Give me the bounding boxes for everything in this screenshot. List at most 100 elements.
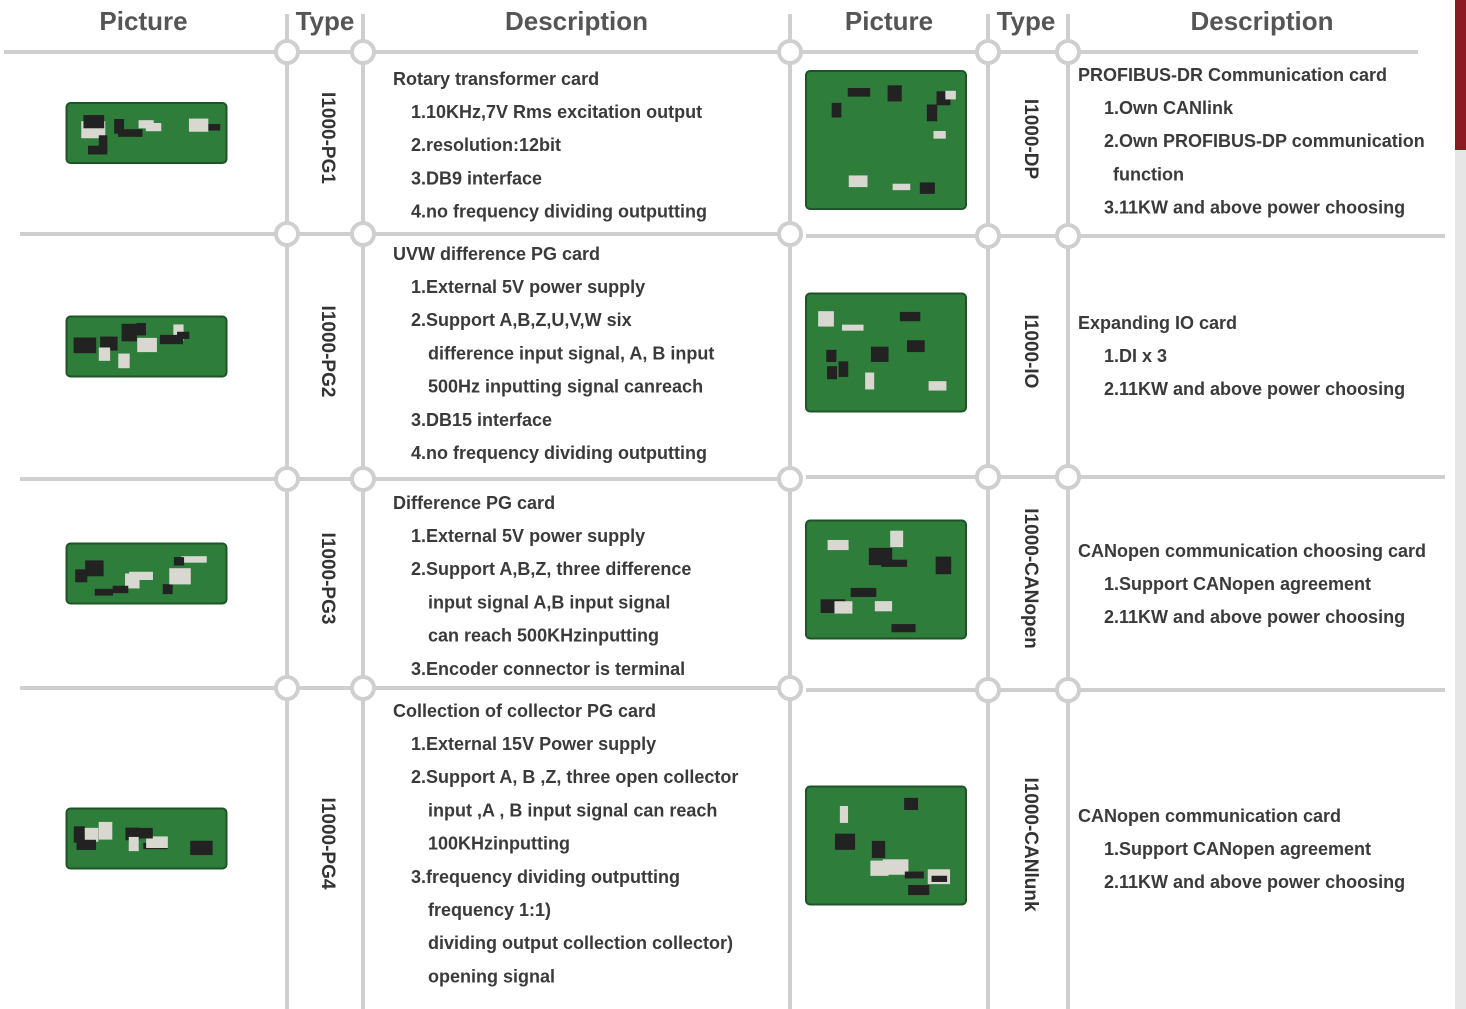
chip bbox=[870, 346, 889, 362]
description-line: 1.External 15V Power supply bbox=[411, 734, 656, 754]
chip bbox=[904, 871, 924, 879]
chip bbox=[890, 530, 904, 548]
chip bbox=[128, 836, 139, 852]
description-line: 4.no frequency dividing outputting bbox=[411, 443, 707, 463]
chip bbox=[169, 568, 191, 585]
card-title: Collection of collector PG card bbox=[393, 701, 656, 721]
chip bbox=[935, 556, 952, 575]
description-line: 4.no frequency dividing outputting bbox=[411, 202, 707, 222]
junction bbox=[1055, 464, 1081, 490]
type-label: I1000-PG3 bbox=[317, 533, 338, 625]
board bbox=[805, 70, 967, 210]
junction bbox=[274, 221, 300, 247]
junction bbox=[350, 221, 376, 247]
description-line: 1.Support CANopen agreement bbox=[1104, 574, 1371, 594]
description-line: dividing output collection collector) bbox=[428, 933, 733, 953]
chip bbox=[870, 860, 889, 876]
chip bbox=[818, 311, 834, 327]
chip bbox=[159, 334, 184, 345]
description-line: input signal A,B input signal bbox=[428, 592, 670, 612]
description-line: 500Hz inputting signal canreach bbox=[428, 377, 703, 397]
description-line: 2.Support A,B,Z,U,V,W six bbox=[411, 310, 632, 330]
chip bbox=[945, 90, 956, 100]
chip bbox=[874, 601, 893, 612]
chip bbox=[75, 569, 88, 583]
card-picture bbox=[805, 519, 967, 640]
chip bbox=[892, 183, 911, 191]
description-line: function bbox=[1113, 164, 1184, 184]
type-label: I1000-PG1 bbox=[317, 92, 338, 184]
card-title: PROFIBUS-DR Communication card bbox=[1078, 65, 1387, 85]
chip bbox=[136, 322, 146, 336]
card-title: Expanding IO card bbox=[1078, 313, 1237, 333]
chip bbox=[121, 323, 137, 342]
card-picture bbox=[805, 785, 967, 906]
chip bbox=[118, 353, 130, 369]
chip bbox=[919, 182, 935, 194]
description-line: 2.11KW and above power choosing bbox=[1104, 872, 1405, 892]
chip bbox=[928, 381, 947, 391]
chip bbox=[826, 349, 837, 362]
description-line: 3.frequency dividing outputting bbox=[411, 867, 680, 887]
chip bbox=[926, 104, 938, 122]
chip bbox=[118, 129, 143, 137]
description-line: opening signal bbox=[428, 966, 555, 986]
junction bbox=[350, 466, 376, 492]
chip bbox=[146, 836, 168, 849]
junction bbox=[777, 221, 803, 247]
chip bbox=[114, 118, 125, 134]
junction bbox=[975, 677, 1001, 703]
description-line: can reach 500KHzinputting bbox=[428, 626, 659, 646]
header-label: Picture bbox=[99, 6, 187, 36]
chip bbox=[76, 839, 97, 850]
chip bbox=[838, 361, 849, 377]
chip bbox=[83, 115, 105, 129]
chip bbox=[173, 557, 185, 566]
chip bbox=[881, 559, 908, 567]
header-label: Description bbox=[505, 6, 648, 36]
description-line: 2.resolution:12bit bbox=[411, 135, 561, 155]
chip bbox=[847, 88, 871, 97]
chip bbox=[181, 556, 207, 563]
junction bbox=[1055, 39, 1081, 65]
description-line: 1.Support CANopen agreement bbox=[1104, 839, 1371, 859]
chip bbox=[137, 337, 157, 353]
card-title: Difference PG card bbox=[393, 493, 555, 513]
junction bbox=[777, 39, 803, 65]
chip bbox=[98, 821, 113, 840]
chip bbox=[188, 118, 209, 132]
type-label: I1000-CANopen bbox=[1020, 508, 1041, 648]
header-label: Type bbox=[296, 6, 355, 36]
header-label: Picture bbox=[845, 6, 933, 36]
description-line: 1.DI x 3 bbox=[1104, 346, 1167, 366]
type-label: I1000-IO bbox=[1020, 315, 1041, 389]
description-line: 3.DB9 interface bbox=[411, 168, 542, 188]
description-line: 2.11KW and above power choosing bbox=[1104, 379, 1405, 399]
chip bbox=[904, 797, 919, 811]
chip bbox=[891, 624, 916, 633]
junction bbox=[1055, 677, 1081, 703]
card-title: Rotary transformer card bbox=[393, 69, 599, 89]
card-picture bbox=[65, 807, 228, 870]
description-line: 1.10KHz,7V Rms excitation output bbox=[411, 102, 702, 122]
description-line: 2.Support A,B,Z, three difference bbox=[411, 559, 691, 579]
description-line: 100KHzinputting bbox=[428, 834, 570, 854]
card-title: UVW difference PG card bbox=[393, 244, 600, 264]
side-bar bbox=[1455, 0, 1466, 1009]
header-label: Description bbox=[1190, 6, 1333, 36]
card-picture bbox=[65, 102, 228, 164]
chip bbox=[177, 331, 190, 339]
description-line: 3.DB15 interface bbox=[411, 410, 552, 430]
junction bbox=[274, 39, 300, 65]
card-picture bbox=[65, 315, 228, 378]
junction bbox=[975, 39, 1001, 65]
chip bbox=[868, 547, 893, 566]
chip bbox=[73, 337, 97, 354]
description-line: 2.11KW and above power choosing bbox=[1104, 607, 1405, 627]
description-line: 1.Own CANlink bbox=[1104, 98, 1234, 118]
description-line: 2.Own PROFIBUS-DP communication bbox=[1104, 131, 1425, 151]
description-line: input ,A , B input signal can reach bbox=[428, 800, 717, 820]
chip bbox=[190, 840, 213, 856]
chip bbox=[139, 827, 153, 839]
chip bbox=[841, 324, 864, 331]
